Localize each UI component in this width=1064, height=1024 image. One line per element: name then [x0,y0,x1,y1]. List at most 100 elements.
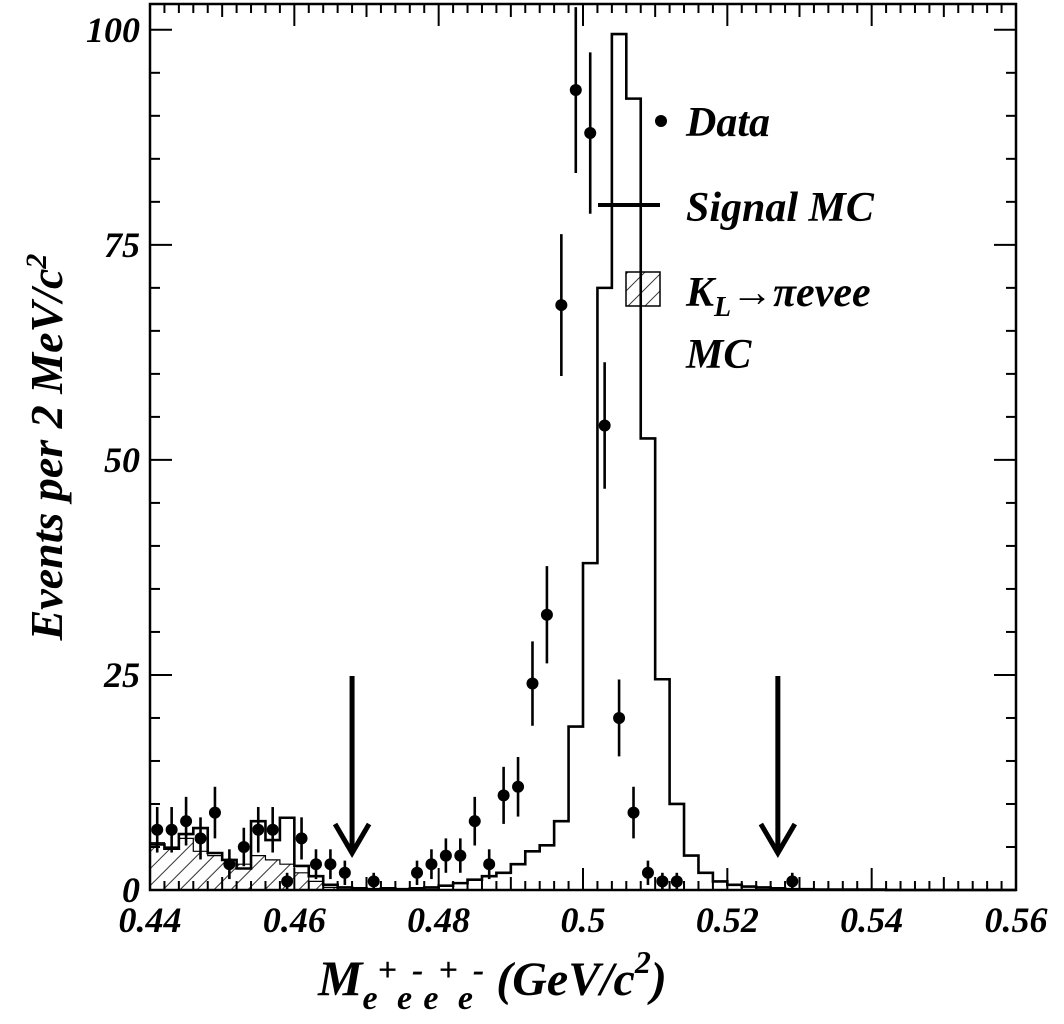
data-point [641,860,654,885]
data-point [497,766,510,824]
data-point [367,872,380,890]
data-marker [165,823,178,836]
data-point [425,849,438,880]
data-marker [627,806,640,819]
data-point [223,849,236,880]
data-marker [483,858,496,871]
axis-ticks: 0.44 0.46 0.48 0.5 0.52 0.54 0.56 0 25 50 75 100 [86,4,1048,940]
data-point [439,838,452,873]
data-marker [309,858,322,871]
y-axis-title: Events per 2 MeV/c2 [20,254,72,642]
data-point [208,786,221,839]
x-tick-label: 0.46 [263,900,326,940]
data-marker [512,780,525,793]
data-marker [295,832,308,845]
data-point [569,7,582,173]
data-point [512,756,525,817]
data-points [151,7,799,890]
data-marker [497,789,510,802]
x-tick-label: 0.44 [119,900,182,940]
data-marker [338,866,351,879]
data-marker [281,875,294,888]
data-marker [454,849,467,862]
data-point [786,872,799,890]
signal-mc-line [150,32,1016,892]
y-tick-label: 100 [86,10,140,50]
data-point [555,234,568,377]
data-marker [411,866,424,879]
data-marker [180,815,193,828]
data-point [670,872,683,890]
data-marker [786,875,799,888]
data-point [324,849,337,880]
data-point [598,362,611,489]
legend-data-label: Data [685,100,770,146]
plot-frame [148,2,1018,892]
legend-bg-marker [625,271,661,307]
data-marker [468,815,481,828]
x-axis-title: Me+e-e+e- (GeV/c2) [317,944,667,1017]
legend-bg-label-line2: MC [685,332,752,378]
data-marker [613,711,626,724]
data-point [613,679,626,757]
data-point [295,817,308,860]
x-tick-label: 0.48 [407,900,470,940]
data-point [468,796,481,846]
signal-mc-histogram [150,32,1016,892]
data-marker [641,866,654,879]
data-marker [540,608,553,621]
data-point [194,817,207,860]
data-point [252,807,265,853]
y-tick-label: 75 [104,225,140,265]
data-marker [252,823,265,836]
x-tick-label: 0.56 [985,900,1048,940]
data-marker [324,858,337,871]
data-point [627,786,640,839]
data-point [165,807,178,853]
data-point [540,566,553,664]
data-marker [194,832,207,845]
data-point [656,872,669,890]
legend-data-marker [655,115,667,127]
data-marker [670,875,683,888]
cut-arrow-head [758,822,798,858]
cut-arrow [758,676,798,858]
data-marker [208,806,221,819]
data-point [281,872,294,890]
y-tick-label: 0 [122,870,140,910]
data-marker [151,823,164,836]
y-tick-label: 25 [103,655,140,695]
data-point [454,838,467,873]
data-marker [237,840,250,853]
y-tick-label: 50 [104,440,140,480]
data-marker [584,127,597,140]
data-marker [598,419,611,432]
data-point [180,796,193,846]
cut-arrow [332,676,372,858]
data-point [309,849,322,880]
data-point [584,52,597,214]
data-point [151,807,164,853]
data-marker [526,677,539,690]
data-marker [425,858,438,871]
x-tick-label: 0.52 [696,900,759,940]
data-point [266,807,279,853]
data-marker [656,875,669,888]
data-point [483,849,496,880]
data-point [526,641,539,726]
y-axis-title-sup: 2 [20,254,53,270]
data-marker [569,84,582,97]
data-marker [266,823,279,836]
data-point [411,860,424,885]
data-marker [223,858,236,871]
data-marker [555,299,568,312]
legend: Data Signal MC KL→πeνee MC [598,100,875,378]
cut-arrow-head [332,822,372,858]
x-tick-label: 0.54 [840,900,903,940]
cut-arrows [332,676,798,858]
legend-bg-label: KL→πeνee [685,270,871,323]
data-point [237,827,250,867]
data-marker [439,849,452,862]
